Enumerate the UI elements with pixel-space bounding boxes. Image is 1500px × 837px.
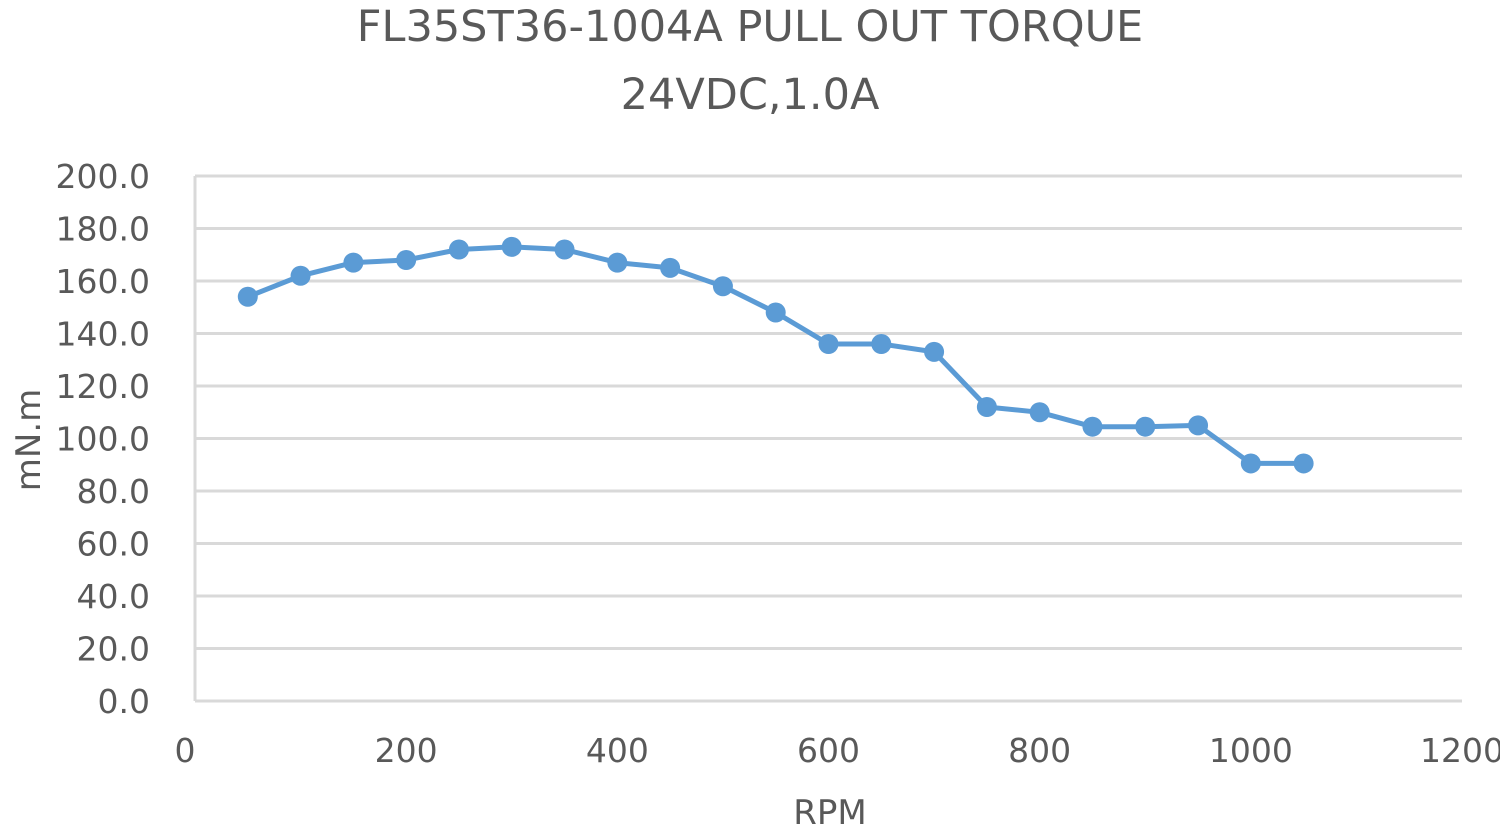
data-point xyxy=(396,250,417,270)
data-point xyxy=(976,397,997,417)
data-point xyxy=(818,334,839,354)
data-point xyxy=(290,265,311,286)
data-point xyxy=(1188,415,1209,436)
y-tick-label: 140.0 xyxy=(56,315,150,354)
y-tick-label: 80.0 xyxy=(77,472,150,511)
data-point xyxy=(660,257,681,278)
data-point xyxy=(1293,453,1314,474)
y-tick-labels: 0.0 20.0 40.0 60.0 80.0 100.0 120.0 140.0 160.0 1… xyxy=(56,157,150,721)
x-tick-label: 600 xyxy=(797,731,860,770)
data-point xyxy=(607,252,628,273)
data-point xyxy=(871,334,892,354)
y-tick-label: 0.0 xyxy=(98,682,150,721)
y-tick-label: 60.0 xyxy=(77,525,150,564)
x-tick-label: 800 xyxy=(1008,731,1071,770)
x-tick-label: 200 xyxy=(375,731,438,770)
y-tick-label: 120.0 xyxy=(56,367,150,406)
data-point xyxy=(448,239,469,260)
data-point xyxy=(237,286,258,307)
x-tick-label: 400 xyxy=(586,731,649,770)
data-point xyxy=(1029,402,1050,423)
y-tick-label: 160.0 xyxy=(56,262,150,301)
y-tick-label: 200.0 xyxy=(56,157,150,196)
x-tick-label: 1000 xyxy=(1209,731,1293,770)
data-point xyxy=(501,236,522,257)
x-tick-label: 1200 xyxy=(1420,731,1500,770)
y-tick-label: 20.0 xyxy=(77,630,150,669)
data-point xyxy=(554,239,575,260)
data-point xyxy=(712,276,733,297)
y-axis-label: mN.m xyxy=(9,389,49,491)
y-tick-label: 180.0 xyxy=(56,210,150,249)
chart-title: FL35ST36-1004A PULL OUT TORQUE xyxy=(356,2,1144,52)
chart-subtitle: 24VDC,1.0A xyxy=(620,70,880,120)
series-torque xyxy=(237,236,1314,474)
y-tick-label: 100.0 xyxy=(56,420,150,459)
x-tick-label: 0 xyxy=(175,731,196,770)
gridlines xyxy=(195,174,1462,650)
data-point xyxy=(1240,453,1261,474)
y-tick-label: 40.0 xyxy=(77,577,150,616)
data-point xyxy=(1135,416,1156,437)
data-point xyxy=(924,341,945,362)
x-tick-labels: 0 200 400 600 800 1000 1200 xyxy=(175,731,1500,770)
x-axis-label: RPM xyxy=(793,793,866,833)
data-point xyxy=(765,302,786,323)
axes xyxy=(193,176,1462,703)
data-point xyxy=(1082,416,1103,437)
data-point xyxy=(343,252,364,273)
